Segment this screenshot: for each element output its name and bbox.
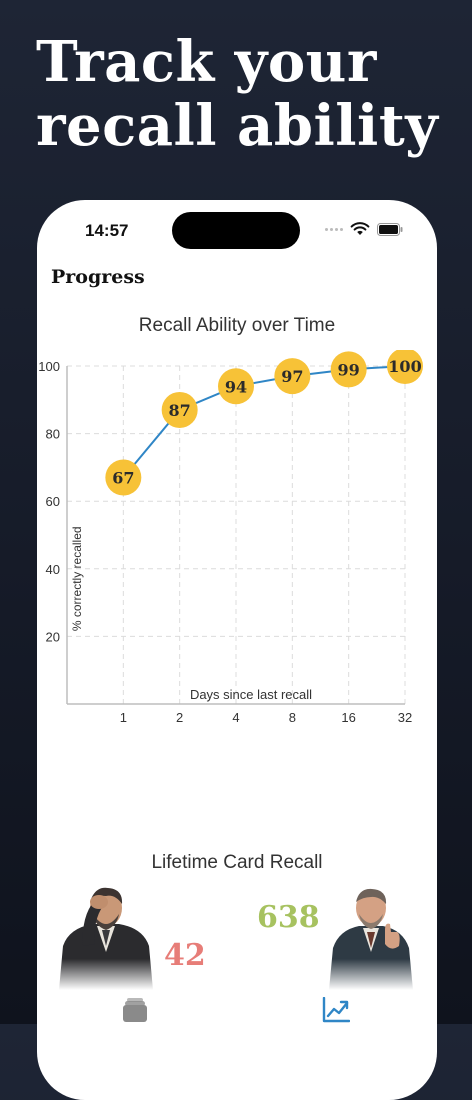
data-point-32 <box>387 350 423 384</box>
headline-line-1: Track your <box>36 29 377 95</box>
data-point-1 <box>105 459 142 496</box>
headline: Track your recall ability <box>36 30 456 158</box>
screen-title: Progress <box>51 266 145 288</box>
x-tick-label-8: 8 <box>289 710 296 725</box>
data-point-16 <box>330 351 367 388</box>
data-label-16: 99 <box>338 360 360 379</box>
y-tick-label-60: 60 <box>46 494 60 509</box>
data-label-32: 100 <box>388 357 421 376</box>
lifetime-title: Lifetime Card Recall <box>151 852 323 873</box>
dynamic-island <box>172 212 300 249</box>
card-stack-icon[interactable] <box>122 997 148 1023</box>
y-tick-label-80: 80 <box>46 427 60 442</box>
chart-icon[interactable] <box>322 997 350 1023</box>
y-tick-label-20: 20 <box>46 629 60 644</box>
chart-title: Recall Ability over Time <box>138 315 336 336</box>
x-tick-label-16: 16 <box>341 710 355 725</box>
signal-icon <box>325 227 343 231</box>
x-axis-label: Days since last recall <box>190 687 312 702</box>
x-tick-label-4: 4 <box>232 710 239 725</box>
data-point-4 <box>218 368 254 405</box>
x-tick-label-2: 2 <box>176 710 183 725</box>
data-point-8 <box>274 358 311 395</box>
data-label-2: 87 <box>169 401 191 420</box>
y-tick-label-40: 40 <box>46 562 60 577</box>
phone-screen: 14:57 Progress Recall Ability over Time … <box>37 200 437 1100</box>
data-label-8: 97 <box>281 367 303 386</box>
recalled-count: 638 <box>257 900 320 935</box>
recall-chart: 20 40 60 80 100 1 2 4 8 16 32 Days since last recal… <box>38 350 423 725</box>
x-tick-label-1: 1 <box>120 710 127 725</box>
forgotten-count: 42 <box>164 938 206 973</box>
frustrated-man-illustration <box>55 886 157 990</box>
happy-man-illustration <box>327 886 417 990</box>
data-label-4: 94 <box>225 377 247 396</box>
series-line <box>122 365 406 479</box>
data-label-1: 67 <box>112 469 134 488</box>
y-axis-label: % correctly recalled <box>70 526 84 631</box>
status-time: 14:57 <box>85 221 129 240</box>
data-point-2 <box>161 391 198 428</box>
headline-line-2: recall ability <box>36 93 439 159</box>
status-icons <box>325 222 403 236</box>
wifi-icon <box>350 222 370 235</box>
battery-icon <box>377 222 403 236</box>
x-tick-label-32: 32 <box>398 710 412 725</box>
y-tick-label-100: 100 <box>38 359 60 374</box>
